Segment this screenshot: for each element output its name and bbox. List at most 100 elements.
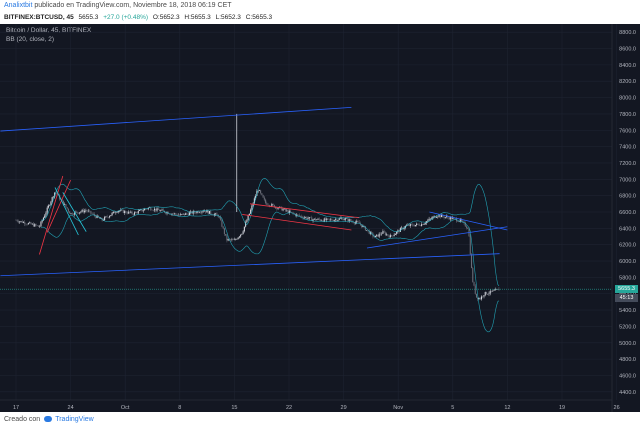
candle-body <box>459 219 461 222</box>
chart-area[interactable]: Bitcoin / Dollar, 45, BITFINEX BB (20, c… <box>0 24 640 412</box>
candle-body <box>30 222 32 225</box>
candle-body <box>227 239 229 241</box>
candle-body <box>82 209 84 213</box>
candle-body <box>498 289 500 291</box>
candle-body <box>106 216 108 218</box>
candle-body <box>387 234 389 236</box>
candle-body <box>250 209 252 214</box>
candle-body <box>423 223 425 225</box>
candle-body <box>433 216 435 218</box>
author-name[interactable]: Analixtbit <box>4 2 33 9</box>
candle-body <box>80 211 82 213</box>
candle-body <box>485 291 488 295</box>
candle-body <box>287 210 289 213</box>
candlestick-chart[interactable]: 8800.0 8600.0 8400.0 8200.0 8000.0 7800.0 7600… <box>0 24 640 412</box>
candle-body <box>246 220 248 223</box>
candle-body <box>441 214 443 218</box>
candle-body <box>408 224 410 226</box>
candle-body <box>140 209 142 211</box>
high-value: H:5655.3 <box>184 14 211 21</box>
last-price: 5655.3 <box>78 14 99 21</box>
candle-body <box>42 217 45 221</box>
candle-body <box>81 209 83 212</box>
candle-body <box>62 200 64 205</box>
candle-body <box>361 224 363 228</box>
candle-body <box>37 225 40 227</box>
candle-body <box>452 217 454 220</box>
candle-body <box>475 293 478 298</box>
candle-body <box>124 211 126 213</box>
candle-body <box>162 209 164 211</box>
candle-body <box>379 233 381 235</box>
candle-body <box>17 221 20 223</box>
candle-body <box>243 226 245 232</box>
candle-body <box>45 212 47 216</box>
candle-body <box>120 209 122 211</box>
candle-body <box>477 297 479 300</box>
candle-body <box>343 219 345 221</box>
candle-body <box>65 204 67 208</box>
candle-body <box>245 222 247 227</box>
candle-body <box>248 213 250 216</box>
candle-body <box>241 233 243 235</box>
candle-body <box>66 207 68 209</box>
footer: Creado con TradingView <box>0 412 640 428</box>
candle-body <box>71 213 73 215</box>
candle-body <box>40 221 42 227</box>
candle-body <box>371 231 373 234</box>
candle-body <box>364 226 366 231</box>
candle-body <box>388 235 390 238</box>
candle-body <box>19 221 21 223</box>
candle-body <box>449 217 451 220</box>
footer-brand[interactable]: TradingView <box>55 416 94 423</box>
candle-body <box>428 218 430 221</box>
y-tick-label: 8000.0 <box>619 96 636 102</box>
candle-body <box>296 214 298 216</box>
trend-line <box>242 214 352 231</box>
candle-body <box>237 237 239 240</box>
candle-body <box>61 199 63 201</box>
candle-body <box>51 197 53 202</box>
candle-body <box>180 214 182 216</box>
candle-body <box>465 226 468 228</box>
candle-body <box>64 204 66 205</box>
candle-body <box>156 208 158 211</box>
publish-header: Analixtbit publicado en TradingView.com,… <box>0 0 640 12</box>
candle-body <box>316 219 318 221</box>
candle-body <box>292 212 294 214</box>
bollinger-upper-band <box>40 178 500 287</box>
candle-body <box>393 234 395 237</box>
candle-body <box>158 209 161 212</box>
y-tick-label: 7400.0 <box>619 145 636 151</box>
candle-body <box>161 209 163 211</box>
candle-body <box>90 210 92 214</box>
candle-body <box>67 208 69 212</box>
candle-body <box>469 236 471 255</box>
candle-body <box>319 219 322 221</box>
candle-body <box>349 219 352 221</box>
candle-body <box>288 210 290 213</box>
candle-body <box>22 222 25 223</box>
candle-body <box>134 212 136 215</box>
candle-body <box>143 209 146 211</box>
x-tick-label: Nov <box>393 405 403 411</box>
candle-body <box>273 204 275 208</box>
candle-body <box>303 217 305 219</box>
candle-body <box>126 212 128 214</box>
candle-body <box>137 210 139 214</box>
bollinger-lower-band <box>40 211 500 333</box>
candle-body <box>139 210 141 211</box>
candle-body <box>208 211 210 214</box>
countdown-tag: 45:13 <box>615 294 638 303</box>
trend-line <box>366 226 508 249</box>
trend-line <box>0 106 352 132</box>
candle-body <box>24 222 26 225</box>
candle-body <box>414 224 416 227</box>
y-tick-label: 5800.0 <box>619 275 636 281</box>
candle-body <box>206 210 208 213</box>
candle-body <box>104 217 106 221</box>
candle-body <box>318 218 320 220</box>
candle-body <box>418 224 420 226</box>
candle-body <box>230 239 232 241</box>
candle-body <box>222 226 224 229</box>
